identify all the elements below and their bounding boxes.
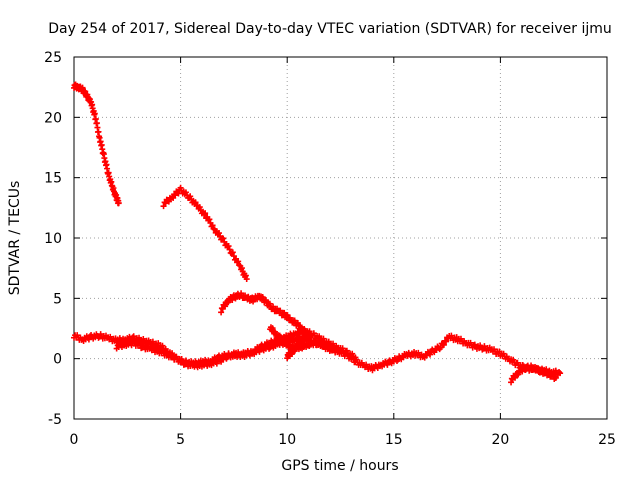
data-point	[177, 184, 184, 191]
y-tick-label: -5	[48, 412, 62, 428]
series-segment-b	[160, 184, 250, 283]
data-point	[209, 222, 216, 229]
data-point	[384, 361, 391, 368]
x-tick-label: 10	[278, 432, 296, 448]
x-tick-label: 15	[385, 432, 403, 448]
data-point	[440, 341, 447, 348]
x-tick-label: 25	[598, 432, 616, 448]
data-point	[213, 357, 220, 364]
data-point	[427, 351, 434, 358]
data-point	[85, 336, 92, 343]
series-segment-g	[284, 336, 308, 362]
y-tick-labels: -5 0 5 10 15 20 25	[44, 50, 62, 428]
x-tick-label: 5	[176, 432, 185, 448]
y-tick-label: 10	[44, 231, 62, 247]
data-point	[437, 344, 444, 351]
data-point	[202, 210, 209, 217]
grid	[74, 57, 607, 419]
data-point	[220, 235, 227, 242]
series-segment-c	[218, 290, 314, 339]
data-point	[352, 354, 359, 361]
data-point	[235, 258, 242, 265]
data-point	[229, 249, 236, 256]
data-point	[443, 338, 450, 345]
data-points	[71, 81, 564, 386]
data-point	[225, 243, 232, 250]
data-point	[479, 346, 486, 353]
data-point	[206, 216, 213, 223]
x-tick-label: 20	[491, 432, 509, 448]
data-point	[182, 189, 189, 196]
y-tick-label: 5	[53, 291, 62, 307]
y-tick-label: 15	[44, 171, 62, 187]
data-point	[226, 246, 233, 253]
data-point	[256, 346, 263, 353]
chart-title: Day 254 of 2017, Sidereal Day-to-day VTE…	[48, 21, 612, 37]
y-tick-label: 25	[44, 50, 62, 66]
data-point	[556, 369, 563, 376]
series-segment-a	[71, 81, 122, 207]
x-tick-label: 0	[70, 432, 79, 448]
data-point	[301, 337, 308, 344]
series-segment-h	[508, 362, 559, 386]
data-point	[187, 193, 194, 200]
data-point	[192, 199, 199, 206]
x-tick-labels: 0 5 10 15 20 25	[70, 432, 616, 448]
y-tick-label: 20	[44, 110, 62, 126]
y-tick-label: 0	[53, 352, 62, 368]
data-point	[196, 204, 203, 211]
data-point	[557, 370, 564, 377]
data-point	[91, 110, 98, 117]
x-axis-label: GPS time / hours	[281, 458, 398, 474]
data-point	[215, 230, 222, 237]
y-axis-label: SDTVAR / TECUs	[7, 181, 23, 296]
data-point	[331, 346, 338, 353]
data-point	[552, 374, 559, 381]
data-point	[243, 276, 250, 283]
data-point	[115, 200, 122, 207]
axis-ticks	[73, 56, 608, 420]
